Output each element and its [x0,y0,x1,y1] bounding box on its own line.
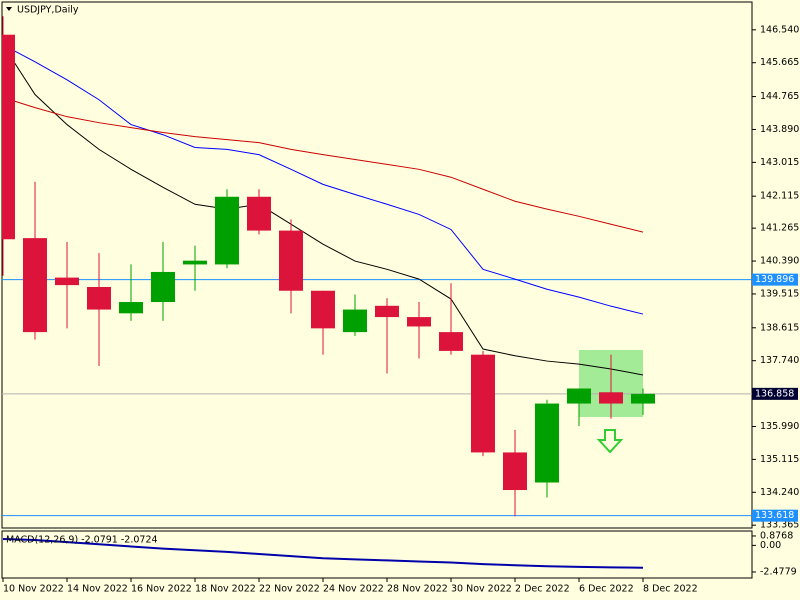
price-label-box [752,509,798,522]
x-tick-label: 18 Nov 2022 [195,584,256,595]
y-tick-label: 138.615 [760,322,799,333]
candle-body [343,309,367,333]
candle-body [2,34,15,240]
candle-body [631,393,655,404]
candle-body [439,332,463,351]
candle-body [247,196,271,231]
y-tick-label: 139.515 [760,288,799,299]
y-tick-label: 144.765 [760,91,799,102]
price-label: 133.618 [755,510,794,521]
candle-body [599,392,623,404]
candle-body [151,271,175,303]
y-tick-label: 137.740 [760,355,799,366]
y-tick-label: 140.390 [760,256,799,267]
candle-body [23,238,47,333]
price-label-box [752,387,798,400]
candle-body [87,286,111,310]
x-tick-label: 22 Nov 2022 [259,584,320,595]
candle-body [311,290,335,329]
y-tick-label: -2.4779 [760,566,797,577]
candle-body [535,403,559,483]
candle-body [55,277,79,286]
candle-body [119,302,143,314]
moving-average [2,97,644,233]
macd-title: MACD(12,26,9) -2.0791 -2.0724 [6,535,158,546]
plot-layer [2,16,752,517]
down-arrow [596,429,624,454]
x-tick-label: 30 Nov 2022 [451,584,512,595]
y-tick-label: 145.665 [760,57,799,68]
x-tick-label: 24 Nov 2022 [323,584,384,595]
candle-body [503,452,527,491]
price-label: 139.896 [755,274,794,285]
macd-line [2,537,644,569]
y-tick-label: 133.365 [760,520,799,531]
y-tick-label: 135.990 [760,421,799,432]
y-tick-label: 0.8768 [760,530,793,541]
x-tick-label: 28 Nov 2022 [387,584,448,595]
y-tick-label: 141.265 [760,223,799,234]
y-tick-label: 0.00 [760,540,781,551]
candle-body [279,230,303,291]
moving-average [2,44,644,315]
x-tick-label: 8 Dec 2022 [643,584,698,595]
menu-triangle [6,7,12,11]
macd-layer [2,537,644,569]
x-tick-label: 16 Nov 2022 [131,584,192,595]
y-tick-label: 146.540 [760,24,799,35]
price-label-box [752,273,798,286]
y-tick-label: 135.115 [760,454,799,465]
candle-body [407,317,431,327]
x-tick-label: 2 Dec 2022 [515,584,570,595]
y-tick-label: 143.015 [760,157,799,168]
x-tick-label: 6 Dec 2022 [579,584,634,595]
moving-average [2,44,644,376]
candle-body [471,354,495,453]
chart-title: USDJPY,Daily [17,5,79,16]
candle-body [375,305,399,318]
x-tick-label: 10 Nov 2022 [3,584,64,595]
x-tick-label: 14 Nov 2022 [67,584,128,595]
main-panel [1,1,753,529]
candle-body [183,260,207,265]
y-tick-label: 142.115 [760,191,799,202]
candle-body [567,388,591,404]
y-tick-label: 134.240 [760,487,799,498]
macd-panel [1,530,753,579]
y-tick-label: 143.890 [760,124,799,135]
price-label: 136.858 [755,388,794,399]
candle-body [215,196,239,265]
